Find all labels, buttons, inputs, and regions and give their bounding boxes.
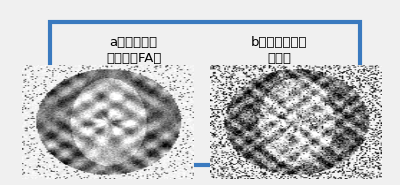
Text: b：拡散尖度の
異方性: b：拡散尖度の 異方性: [251, 36, 308, 65]
Text: a：拡散値の
異方性（FA）: a：拡散値の 異方性（FA）: [106, 36, 161, 65]
